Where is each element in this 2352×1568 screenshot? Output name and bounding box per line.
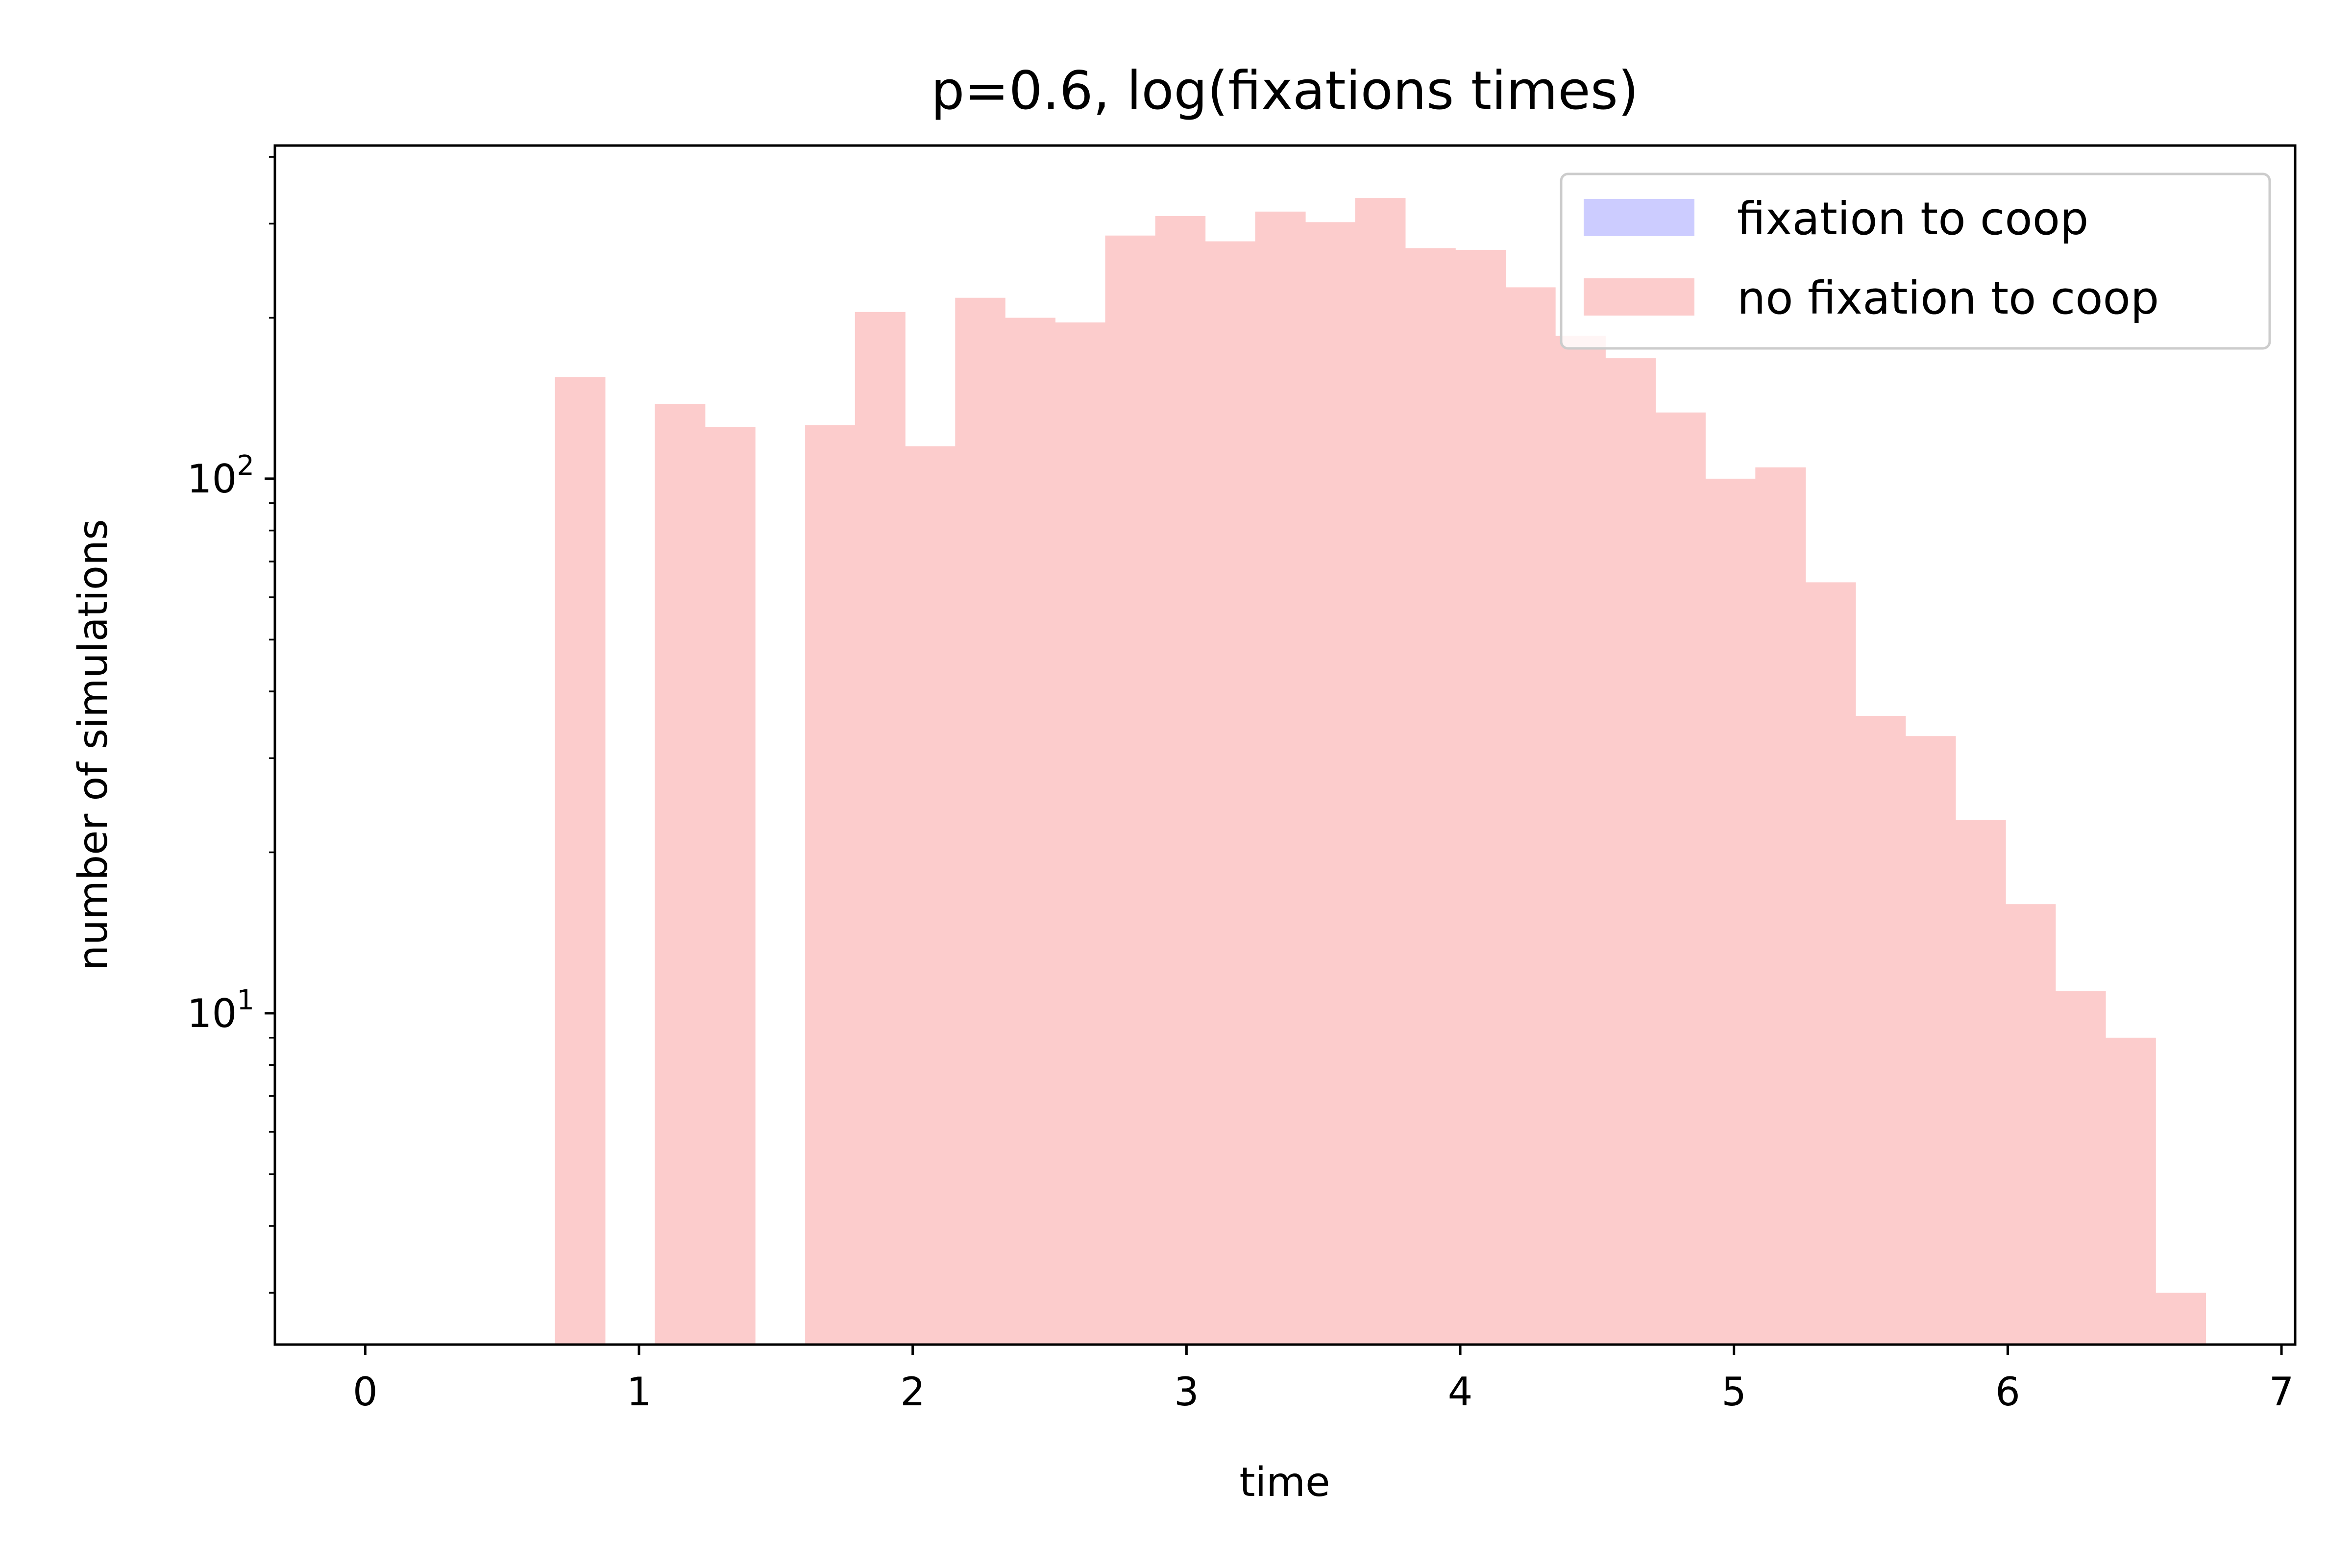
x-axis-label: time <box>1239 1459 1330 1506</box>
histogram-bar <box>555 377 606 1345</box>
histogram-bar <box>1755 467 1806 1345</box>
x-tick-label: 1 <box>627 1369 652 1415</box>
histogram-bar <box>1255 211 1306 1345</box>
histogram-bar <box>1005 318 1055 1345</box>
x-tick-label: 7 <box>2269 1369 2294 1415</box>
x-tick-label: 0 <box>353 1369 378 1415</box>
y-tick-label: 101 <box>187 984 254 1036</box>
y-axis-label: number of simulations <box>70 519 117 970</box>
bars-group <box>555 198 2206 1345</box>
histogram-bar <box>655 404 706 1345</box>
histogram-bar <box>1705 478 1756 1345</box>
histogram-bar <box>1655 412 1706 1345</box>
histogram-bar <box>1605 358 1656 1345</box>
histogram-bar <box>1155 216 1206 1345</box>
legend-label-no-fixation-to-coop: no fixation to coop <box>1737 272 2159 324</box>
x-tick-label: 5 <box>1721 1369 1746 1415</box>
histogram-bar <box>705 427 756 1345</box>
histogram-bar <box>805 425 856 1345</box>
histogram-bar <box>1105 235 1156 1345</box>
histogram-bar <box>1905 736 1956 1345</box>
histogram-bar <box>1955 820 2006 1345</box>
histogram-bar <box>2105 1037 2156 1345</box>
histogram-bar <box>855 312 906 1345</box>
histogram-bar <box>2005 904 2056 1345</box>
histogram-bar <box>1055 322 1106 1345</box>
histogram-bar <box>1205 241 1256 1345</box>
histogram-bar <box>1855 716 1906 1345</box>
histogram-bar <box>1405 248 1456 1345</box>
legend-label-fixation-to-coop: fixation to coop <box>1737 193 2088 245</box>
histogram-bar <box>1805 582 1856 1345</box>
histogram-bar <box>1505 287 1556 1345</box>
legend-swatch-no-fixation-to-coop <box>1584 278 1694 316</box>
histogram-bar <box>905 446 956 1345</box>
histogram-bar <box>2156 1293 2206 1345</box>
plot-frame <box>273 144 2297 1346</box>
histogram-bar <box>1455 249 1506 1345</box>
histogram-bar <box>955 297 1005 1345</box>
legend: fixation to coop no fixation to coop <box>1560 172 2271 350</box>
x-tick-label: 3 <box>1174 1369 1199 1415</box>
chart-title: p=0.6, log(fixations times) <box>931 60 1639 122</box>
x-tick-label: 6 <box>1995 1369 2020 1415</box>
histogram-bar <box>1355 198 1406 1345</box>
histogram-bar <box>2055 991 2106 1345</box>
ticks-group: 0 1 2 3 4 5 6 7 101 102 <box>187 156 2294 1415</box>
x-tick-label: 4 <box>1448 1369 1473 1415</box>
legend-box <box>1560 172 2271 350</box>
x-tick-label: 2 <box>900 1369 925 1415</box>
histogram-bar <box>1555 336 1606 1345</box>
histogram-bar <box>1305 222 1356 1345</box>
y-tick-label: 102 <box>187 450 254 502</box>
legend-swatch-fixation-to-coop <box>1584 199 1694 236</box>
